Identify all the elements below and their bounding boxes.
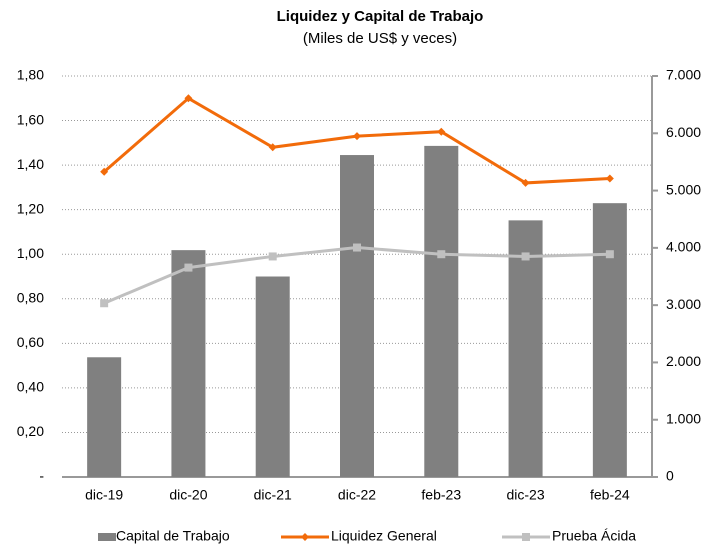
y2-tick-label: 5.000 bbox=[666, 181, 701, 197]
x-tick-label: dic-21 bbox=[254, 487, 292, 503]
x-tick-label: dic-20 bbox=[169, 487, 207, 503]
x-tick-label: dic-23 bbox=[507, 487, 545, 503]
y-tick-label: 0,60 bbox=[17, 334, 44, 350]
bar bbox=[340, 155, 374, 477]
y-tick-label: 0,20 bbox=[17, 423, 44, 439]
chart-title: Liquidez y Capital de Trabajo bbox=[277, 8, 484, 25]
y2-tick-label: 7.000 bbox=[666, 67, 701, 83]
x-tick-label: dic-22 bbox=[338, 487, 376, 503]
legend-label: Liquidez General bbox=[331, 528, 437, 544]
y2-tick-label: 4.000 bbox=[666, 239, 701, 255]
marker bbox=[100, 299, 109, 308]
marker bbox=[268, 252, 277, 261]
legend-marker bbox=[301, 533, 309, 541]
x-tick-label: feb-23 bbox=[421, 487, 461, 503]
y2-tick-label: 0 bbox=[666, 468, 674, 484]
y-tick-label: 0,80 bbox=[17, 289, 44, 305]
y2-tick-label: 1.000 bbox=[666, 410, 701, 426]
y-tick-label: 1,80 bbox=[17, 67, 44, 83]
legend-label: Prueba Ácida bbox=[552, 528, 636, 544]
y-tick-label: 1,60 bbox=[17, 111, 44, 127]
marker bbox=[437, 127, 446, 136]
x-tick-label: dic-19 bbox=[85, 487, 123, 503]
bar bbox=[171, 250, 206, 477]
marker bbox=[437, 250, 446, 259]
bar bbox=[424, 145, 459, 478]
marker bbox=[100, 167, 109, 176]
chart-subtitle: (Miles de US$ y veces) bbox=[303, 30, 457, 47]
y2-tick-label: 3.000 bbox=[666, 296, 701, 312]
marker bbox=[521, 178, 530, 187]
x-tick-label: feb-24 bbox=[590, 487, 630, 503]
y-tick-label: 1,40 bbox=[17, 156, 44, 172]
legend-label: Capital de Trabajo bbox=[116, 528, 230, 544]
marker bbox=[353, 132, 361, 141]
marker bbox=[184, 263, 193, 272]
y2-tick-label: 6.000 bbox=[666, 124, 701, 140]
y-tick-label: 0,40 bbox=[17, 379, 44, 395]
legend-swatch bbox=[98, 533, 116, 541]
marker bbox=[605, 174, 614, 183]
y-tick-label: 1,20 bbox=[17, 200, 44, 216]
marker bbox=[605, 250, 614, 259]
y2-tick-label: 2.000 bbox=[666, 353, 701, 369]
bar bbox=[255, 276, 290, 477]
marker bbox=[521, 252, 530, 261]
y-tick-label: - bbox=[39, 468, 44, 484]
marker bbox=[184, 94, 193, 103]
bar bbox=[87, 357, 122, 477]
legend-marker bbox=[522, 533, 530, 541]
marker bbox=[268, 143, 277, 152]
bar bbox=[508, 220, 543, 478]
y-tick-label: 1,00 bbox=[17, 245, 44, 261]
marker bbox=[353, 243, 361, 252]
bar bbox=[592, 203, 627, 477]
